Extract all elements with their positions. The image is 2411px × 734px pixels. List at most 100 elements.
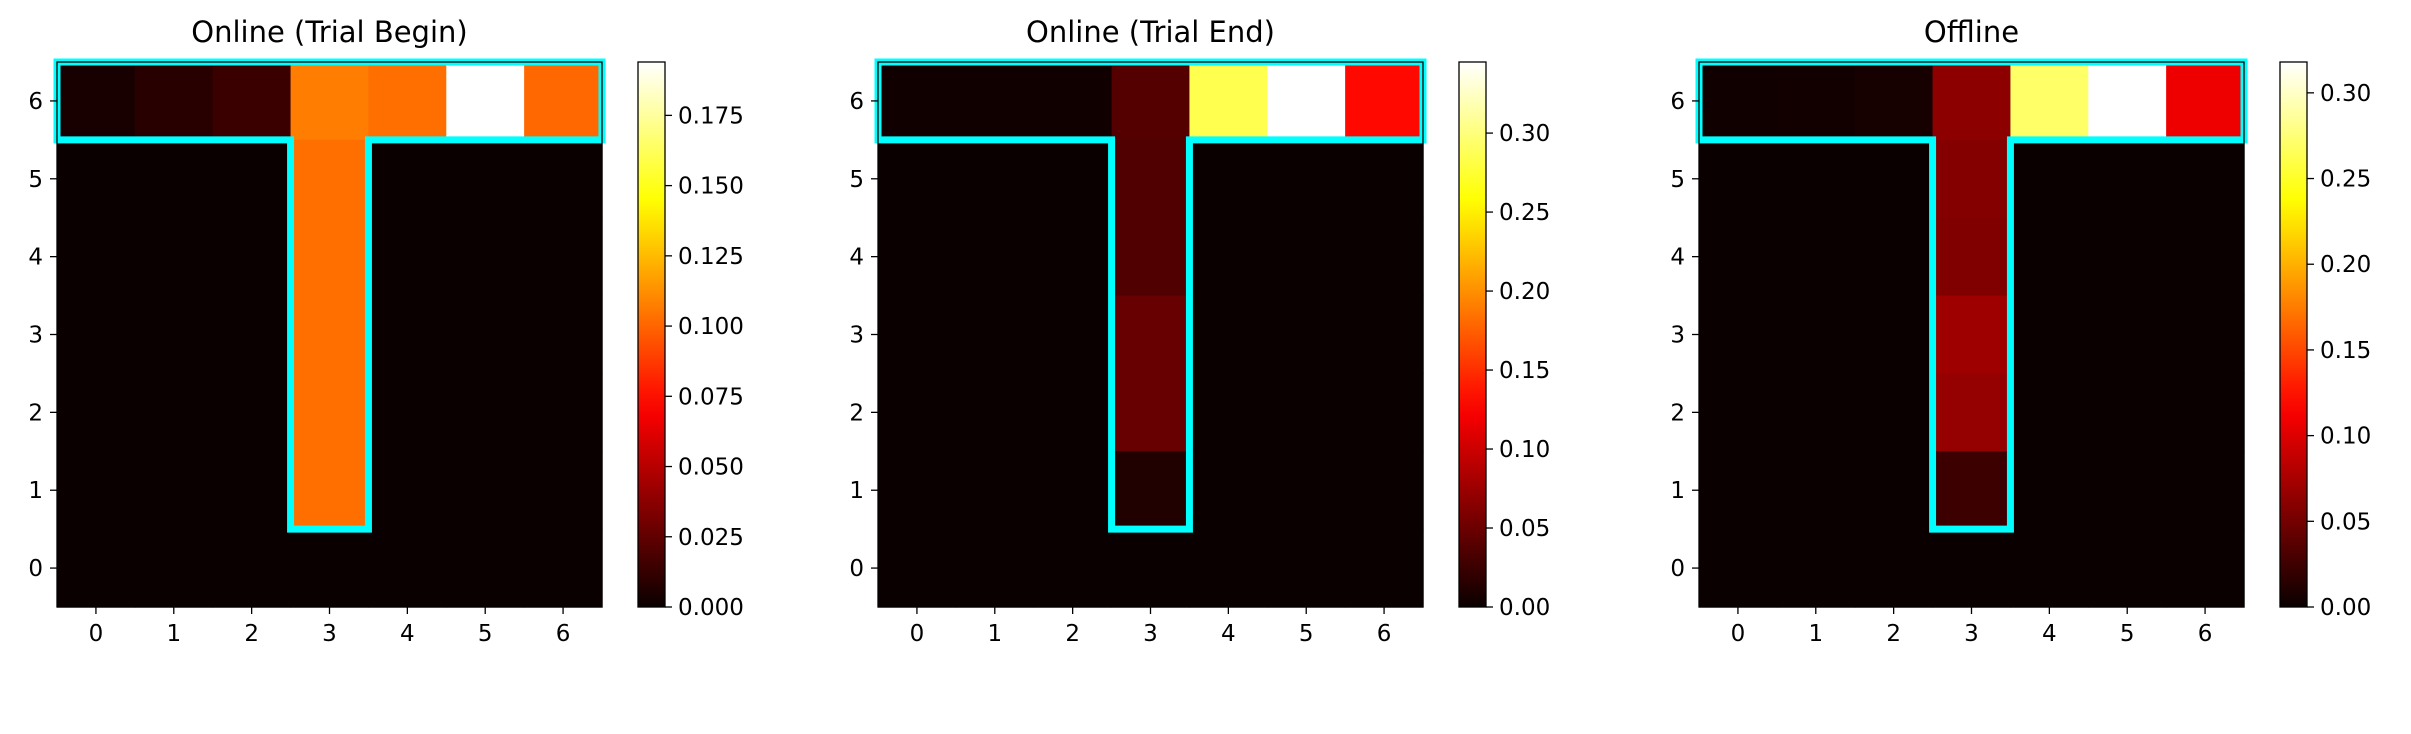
heatmap-cell xyxy=(955,295,1035,375)
heatmap-cell xyxy=(1932,529,2012,608)
heatmap-cell xyxy=(1267,451,1346,530)
heatmap-cell xyxy=(368,295,447,375)
heatmap-cell xyxy=(1033,451,1113,530)
heatmap-cell xyxy=(446,529,525,608)
heatmap-cell xyxy=(1033,295,1113,375)
heatmap-cell xyxy=(134,217,214,297)
heatmap-cell xyxy=(1345,139,1424,219)
heatmap-cell xyxy=(1699,451,1778,530)
y-tick-label: 2 xyxy=(1670,400,1685,426)
heatmap-cell xyxy=(290,62,370,141)
x-tick-label: 5 xyxy=(478,621,493,647)
colorbar-tick-label: 0.125 xyxy=(678,244,744,270)
heatmap-cell xyxy=(1267,529,1346,608)
x-tick-label: 5 xyxy=(1299,621,1314,647)
heatmap-cell xyxy=(1033,373,1113,452)
colorbar-tick-label: 0.175 xyxy=(678,103,744,129)
heatmap-cell xyxy=(2088,295,2167,375)
heatmap-cell xyxy=(57,529,136,608)
heatmap-cell xyxy=(57,295,136,375)
heatmap-cell xyxy=(2088,217,2167,297)
heatmap-cell xyxy=(2088,139,2167,219)
heatmap-cell xyxy=(134,451,214,530)
colorbar-tick-label: 0.15 xyxy=(1499,358,1550,384)
colorbar xyxy=(1458,61,1487,608)
heatmap-cell xyxy=(368,373,447,452)
heatmap-cell xyxy=(212,529,292,608)
heatmap-cell xyxy=(1932,139,2012,219)
heatmap-panel-2: Offline 0 1 2 3 4 5 6 0 1 2 3 4 5 6 0.00 0.05 0.10 0.15 0.2… xyxy=(1670,15,2371,647)
heatmap-cell xyxy=(1267,217,1346,297)
heatmap-cell xyxy=(524,62,603,141)
heatmap-cell xyxy=(446,451,525,530)
heatmap-cell xyxy=(290,529,370,608)
heatmap-cell xyxy=(2166,295,2245,375)
colorbar-tick-label: 0.30 xyxy=(2320,81,2371,107)
heatmap-cell xyxy=(212,373,292,452)
heatmap-cell xyxy=(1699,139,1778,219)
heatmap-cell xyxy=(955,217,1035,297)
heatmap-cell xyxy=(1345,451,1424,530)
y-tick-label: 2 xyxy=(28,400,43,426)
heatmap-cell xyxy=(446,373,525,452)
chart-title: Online (Trial Begin) xyxy=(191,15,467,49)
heatmap-cell xyxy=(955,62,1035,141)
heatmap-panel-1: Online (Trial End) 0 1 2 3 4 5 6 0 1 2 3 4 5 6 0.00 0.05… xyxy=(849,15,1550,647)
colorbar-tick-label: 0.00 xyxy=(2320,595,2371,621)
x-tick-label: 6 xyxy=(1377,621,1392,647)
heatmap-cell xyxy=(1776,217,1856,297)
heatmap-cell xyxy=(212,217,292,297)
heatmap-cell xyxy=(1345,217,1424,297)
heatmap-cell xyxy=(1111,373,1191,452)
heatmap-cell xyxy=(1776,451,1856,530)
heatmap-cell xyxy=(1189,529,1268,608)
x-tick-label: 3 xyxy=(322,621,337,647)
heatmap-cell xyxy=(1189,139,1268,219)
heatmap-cell xyxy=(878,62,957,141)
heatmap-cell xyxy=(57,139,136,219)
heatmap-cell xyxy=(955,529,1035,608)
heatmap-cell xyxy=(212,139,292,219)
heatmap-cell xyxy=(524,529,603,608)
heatmap-cell xyxy=(878,139,957,219)
heatmap-cell xyxy=(1345,373,1424,452)
x-tick-label: 4 xyxy=(400,621,415,647)
heatmap-cell xyxy=(1932,62,2012,141)
heatmap-cell xyxy=(1033,529,1113,608)
colorbar-tick-label: 0.075 xyxy=(678,384,744,410)
heatmap-cell xyxy=(134,139,214,219)
heatmap-cell xyxy=(2010,295,2089,375)
x-tick-label: 2 xyxy=(1065,621,1080,647)
heatmap-cell xyxy=(134,529,214,608)
heatmap-cell xyxy=(290,217,370,297)
x-tick-label: 0 xyxy=(1731,621,1746,647)
heatmap-cell xyxy=(1854,62,1934,141)
heatmap-cell xyxy=(1189,373,1268,452)
heatmap-cell xyxy=(2010,529,2089,608)
y-tick-label: 0 xyxy=(849,556,864,582)
colorbar-tick-label: 0.00 xyxy=(1499,595,1550,621)
heatmap-cell xyxy=(1189,217,1268,297)
y-tick-label: 0 xyxy=(28,556,43,582)
colorbar-tick-label: 0.10 xyxy=(2320,424,2371,450)
heatmap-cell xyxy=(57,373,136,452)
heatmap-cell xyxy=(878,217,957,297)
heatmap-cell xyxy=(2166,139,2245,219)
heatmap-cell xyxy=(1932,373,2012,452)
heatmap-cell xyxy=(1111,295,1191,375)
y-tick-label: 6 xyxy=(1670,89,1685,115)
heatmap-cell xyxy=(1345,62,1424,141)
heatmap-cell xyxy=(2166,529,2245,608)
heatmap-cell xyxy=(1111,451,1191,530)
heatmap-cell xyxy=(1033,62,1113,141)
x-tick-label: 0 xyxy=(910,621,925,647)
heatmap-cell xyxy=(1345,295,1424,375)
heatmap-cell xyxy=(2010,139,2089,219)
y-tick-label: 5 xyxy=(28,167,43,193)
heatmap-cell xyxy=(524,139,603,219)
colorbar-tick-label: 0.25 xyxy=(1499,200,1550,226)
x-tick-label: 1 xyxy=(166,621,181,647)
heatmap-cell xyxy=(2166,451,2245,530)
colorbar-tick-label: 0.20 xyxy=(1499,279,1550,305)
